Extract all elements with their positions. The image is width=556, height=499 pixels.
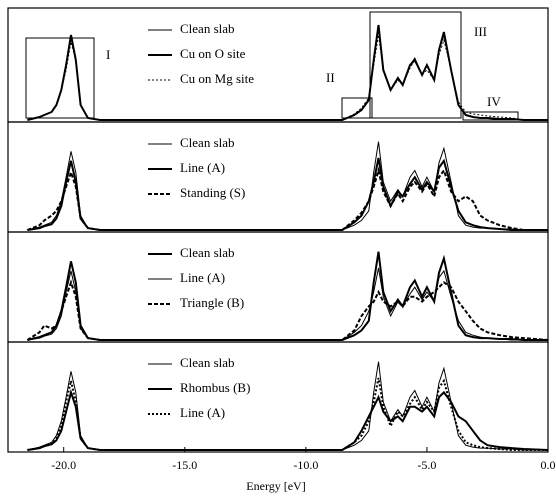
region-box xyxy=(25,37,95,119)
series-line xyxy=(27,361,548,451)
legend-label: Line (A) xyxy=(180,160,225,175)
series-line xyxy=(27,166,548,231)
legend-label: Triangle (B) xyxy=(180,295,244,310)
series-line xyxy=(27,388,549,451)
legend-label: Clean slab xyxy=(180,135,235,150)
series-line xyxy=(27,141,548,231)
legend-label: Line (A) xyxy=(180,405,225,420)
legend-label: Line (A) xyxy=(180,270,225,285)
series-line xyxy=(27,27,548,121)
series-line xyxy=(27,251,548,341)
legend-label: Rhombus (B) xyxy=(180,380,250,395)
x-tick-label: -5.0 xyxy=(417,458,436,472)
legend-label: Clean slab xyxy=(180,245,235,260)
series-line xyxy=(26,279,549,341)
x-tick-label: -10.0 xyxy=(293,458,318,472)
series-line xyxy=(27,267,548,341)
legend-label: Standing (S) xyxy=(180,185,245,200)
legend-label: Clean slab xyxy=(180,21,235,36)
region-box xyxy=(462,111,519,121)
x-axis-label: Energy [eV] xyxy=(246,479,305,493)
region-box xyxy=(369,11,462,119)
panel-frame xyxy=(7,7,549,123)
series-line xyxy=(27,157,548,231)
region-box xyxy=(341,97,373,119)
panel-frame xyxy=(7,231,549,343)
legend-label: Clean slab xyxy=(180,355,235,370)
series-line xyxy=(27,24,548,121)
legend-label: Cu on Mg site xyxy=(180,71,254,86)
legend-label: Cu on O site xyxy=(180,46,246,61)
series-line xyxy=(27,377,548,451)
region-label: II xyxy=(326,70,335,85)
series-line xyxy=(27,34,548,121)
panel-frame xyxy=(7,341,549,453)
x-tick-label: 0.0 xyxy=(541,458,556,472)
panel-frame xyxy=(7,121,549,233)
x-tick-label: -20.0 xyxy=(51,458,76,472)
region-label: I xyxy=(106,47,110,62)
x-tick-label: -15.0 xyxy=(172,458,197,472)
region-label: III xyxy=(474,24,487,39)
region-label: IV xyxy=(487,94,501,109)
